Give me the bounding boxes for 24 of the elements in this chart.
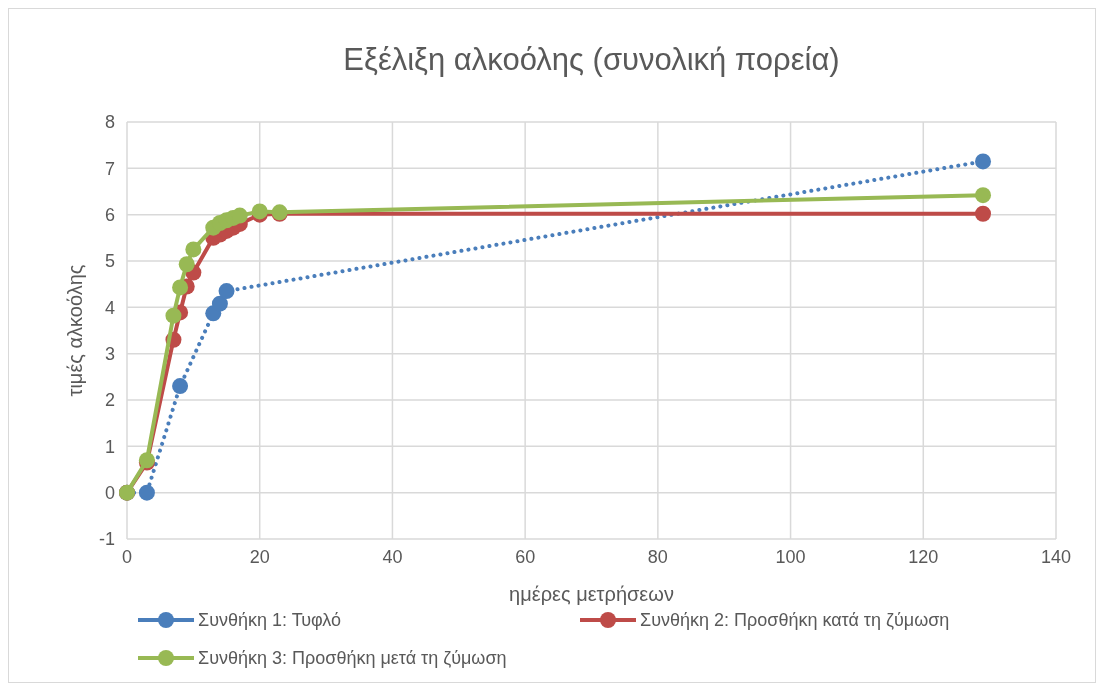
x-tick-label: 100 bbox=[775, 547, 806, 567]
x-tick-label: 60 bbox=[515, 547, 536, 567]
chart-title: Εξέλιξη αλκοόλης (συνολική πορεία) bbox=[343, 42, 840, 77]
y-tick-label: 2 bbox=[104, 390, 115, 411]
legend-label: Συνθήκη 3: Προσθήκη μετά τη ζύμωση bbox=[198, 648, 507, 669]
legend-label: Συνθήκη 2: Προσθήκη κατά τη ζύμωση bbox=[640, 610, 950, 631]
x-tick-label: 20 bbox=[249, 547, 270, 567]
y-axis-title: τιμές αλκοόλης bbox=[64, 264, 86, 397]
y-tick-label: 7 bbox=[104, 158, 115, 179]
y-tick-label: 3 bbox=[104, 343, 115, 364]
y-tick-label: 0 bbox=[104, 482, 115, 503]
y-tick-label: 1 bbox=[104, 436, 115, 457]
legend-label: Συνθήκη 1: Τυφλό bbox=[198, 610, 342, 631]
x-tick-label: 80 bbox=[647, 547, 668, 567]
y-tick-label: -1 bbox=[98, 529, 115, 550]
y-tick-label: 6 bbox=[104, 204, 115, 225]
y-tick-label: 5 bbox=[104, 251, 115, 272]
y-tick-label: 4 bbox=[104, 297, 115, 318]
y-tick-label: 8 bbox=[104, 112, 115, 133]
x-tick-label: 40 bbox=[382, 547, 403, 567]
x-tick-label: 120 bbox=[908, 547, 939, 567]
x-tick-label: 0 bbox=[121, 547, 133, 567]
x-tick-label: 140 bbox=[1040, 547, 1072, 567]
x-axis-title: ημέρες μετρήσεων bbox=[509, 583, 674, 605]
